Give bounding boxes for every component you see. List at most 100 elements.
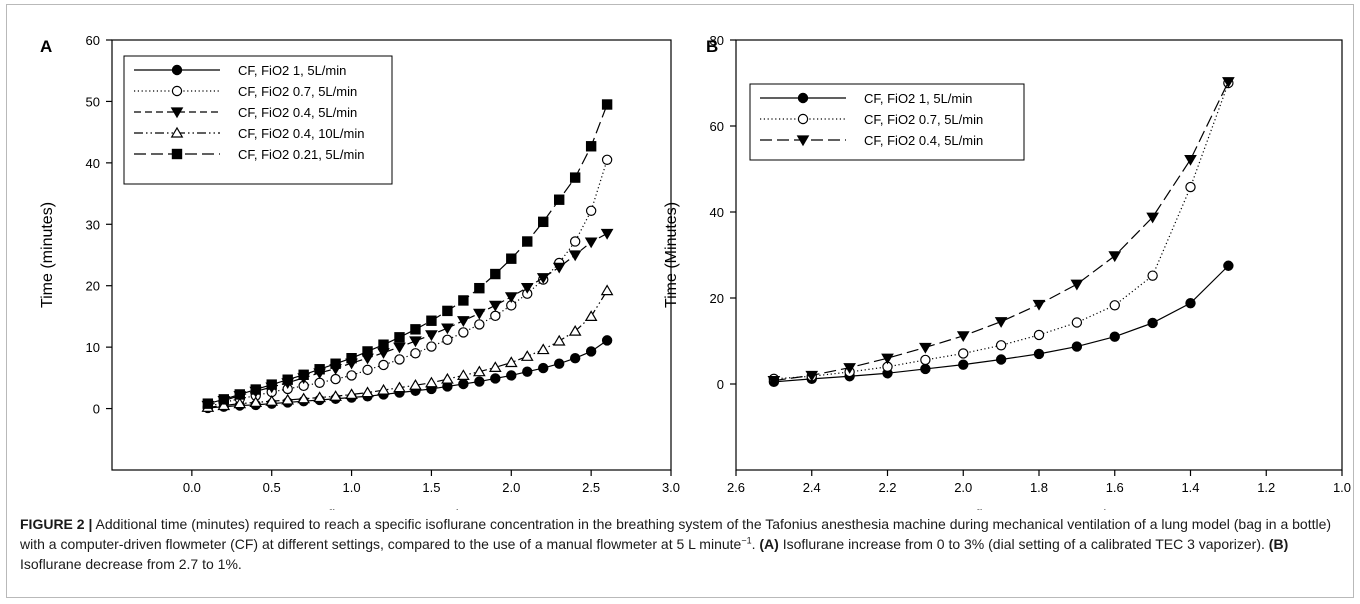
- data-point: [1147, 317, 1158, 329]
- x-tick-label: 1.0: [343, 480, 361, 495]
- plot-area-border: [111, 39, 672, 471]
- caption-part-a-label: (A): [759, 536, 779, 552]
- caption-after-exponent: .: [751, 536, 760, 552]
- data-point: [346, 353, 357, 364]
- legend-label: CF, FiO2 0.7, 5L/min: [864, 112, 983, 127]
- panel-label: A: [40, 37, 52, 56]
- data-point: [218, 394, 229, 405]
- data-point: [474, 319, 485, 330]
- data-point: [1146, 212, 1159, 224]
- data-point: [425, 376, 438, 388]
- series-cf-fio2-0-4-10l-min: [201, 284, 614, 412]
- data-point: [1147, 270, 1158, 281]
- legend-marker: [171, 64, 183, 76]
- data-point: [554, 358, 565, 369]
- x-tick-label: 1.0: [1333, 480, 1351, 495]
- data-point: [249, 396, 263, 407]
- data-point: [426, 315, 437, 326]
- chart-panel-b: B 2.6 2.4 2.2 2.0 1.8 1.6 1.4 1.2 1.0 0 20 40 60 80 Iso…: [663, 33, 1351, 510]
- data-point: [441, 372, 454, 384]
- data-point: [393, 342, 406, 354]
- series-cf-fio2-0-4-5l-min: [767, 77, 1235, 387]
- data-point: [265, 394, 279, 406]
- data-point: [202, 398, 214, 409]
- data-point: [1184, 154, 1197, 166]
- legend-entry: CF, FiO2 0.21, 5L/min: [134, 147, 364, 162]
- series-cf-fio2-0-4-5l-min: [201, 228, 614, 412]
- y-tick-label: 80: [710, 33, 724, 48]
- data-point: [377, 348, 390, 359]
- data-point: [345, 388, 358, 400]
- data-point: [536, 273, 550, 284]
- data-point: [1185, 181, 1196, 193]
- data-point: [394, 332, 405, 343]
- data-point: [473, 308, 486, 320]
- data-point: [217, 399, 231, 411]
- series-line: [207, 159, 608, 408]
- data-point: [266, 379, 277, 390]
- data-point: [805, 370, 819, 382]
- data-point: [995, 340, 1007, 351]
- data-point: [504, 292, 518, 303]
- data-point: [1185, 297, 1196, 309]
- y-tick-label: 60: [710, 119, 724, 134]
- data-point: [458, 327, 469, 338]
- data-point: [1033, 348, 1045, 360]
- legend-label: CF, FiO2 0.4, 5L/min: [864, 133, 983, 148]
- data-point: [958, 348, 969, 359]
- data-point: [377, 383, 390, 395]
- data-point: [767, 375, 781, 387]
- data-point: [393, 381, 406, 393]
- data-point: [552, 262, 566, 274]
- data-point: [995, 354, 1007, 365]
- chart-panel-a: A 0.0 0.5 1.0 1.5 2.0 2.5 3.0 0 10 20 30 40 50 60 Isofl…: [39, 33, 680, 510]
- data-point: [233, 397, 247, 409]
- data-point: [584, 310, 598, 321]
- x-tick-label: 2.4: [803, 480, 821, 495]
- legend-entry: CF, FiO2 0.7, 5L/min: [134, 84, 357, 99]
- y-axis-label: Time (Minutes): [663, 202, 680, 308]
- data-point: [843, 363, 856, 374]
- data-point: [473, 365, 486, 377]
- data-point: [330, 358, 341, 369]
- legend-box: [123, 55, 393, 185]
- y-tick-label: 60: [86, 33, 100, 48]
- y-tick-label: 10: [86, 340, 100, 355]
- data-point: [601, 335, 613, 346]
- data-point: [313, 391, 326, 403]
- data-point: [234, 389, 245, 400]
- data-point: [585, 141, 597, 152]
- x-tick-label: 2.2: [878, 480, 896, 495]
- data-point: [458, 295, 469, 306]
- legend-entry: CF, FiO2 0.4, 10L/min: [134, 126, 364, 141]
- x-tick-label: 1.5: [422, 480, 440, 495]
- data-point: [282, 374, 293, 385]
- legend-entry: CF, FiO2 1, 5L/min: [134, 63, 346, 78]
- data-point: [585, 205, 597, 216]
- data-point: [568, 324, 582, 336]
- data-point: [920, 363, 931, 375]
- legend-box: [749, 83, 1025, 161]
- data-point: [425, 330, 438, 342]
- legend-label: CF, FiO2 0.7, 5L/min: [238, 84, 357, 99]
- data-point: [1033, 329, 1045, 341]
- data-point: [1109, 331, 1120, 342]
- y-axis-label: Time (minutes): [39, 202, 56, 308]
- data-point: [457, 369, 470, 380]
- data-point: [314, 377, 325, 388]
- x-tick-label: 1.2: [1257, 480, 1275, 495]
- legend-entry: CF, FiO2 0.7, 5L/min: [760, 112, 983, 127]
- series-cf-fio2-1-5l-min: [202, 335, 613, 414]
- data-point: [504, 356, 518, 368]
- data-point: [552, 334, 566, 346]
- x-tick-label: 2.6: [727, 480, 745, 495]
- series-cf-fio2-0-21-5l-min: [202, 99, 613, 409]
- data-point: [553, 194, 565, 205]
- data-point: [569, 236, 581, 247]
- data-point: [538, 216, 549, 228]
- data-point: [394, 354, 405, 365]
- data-point: [522, 366, 533, 377]
- y-tick-label: 0: [717, 377, 724, 392]
- y-tick-label: 20: [86, 279, 100, 294]
- data-point: [881, 353, 894, 365]
